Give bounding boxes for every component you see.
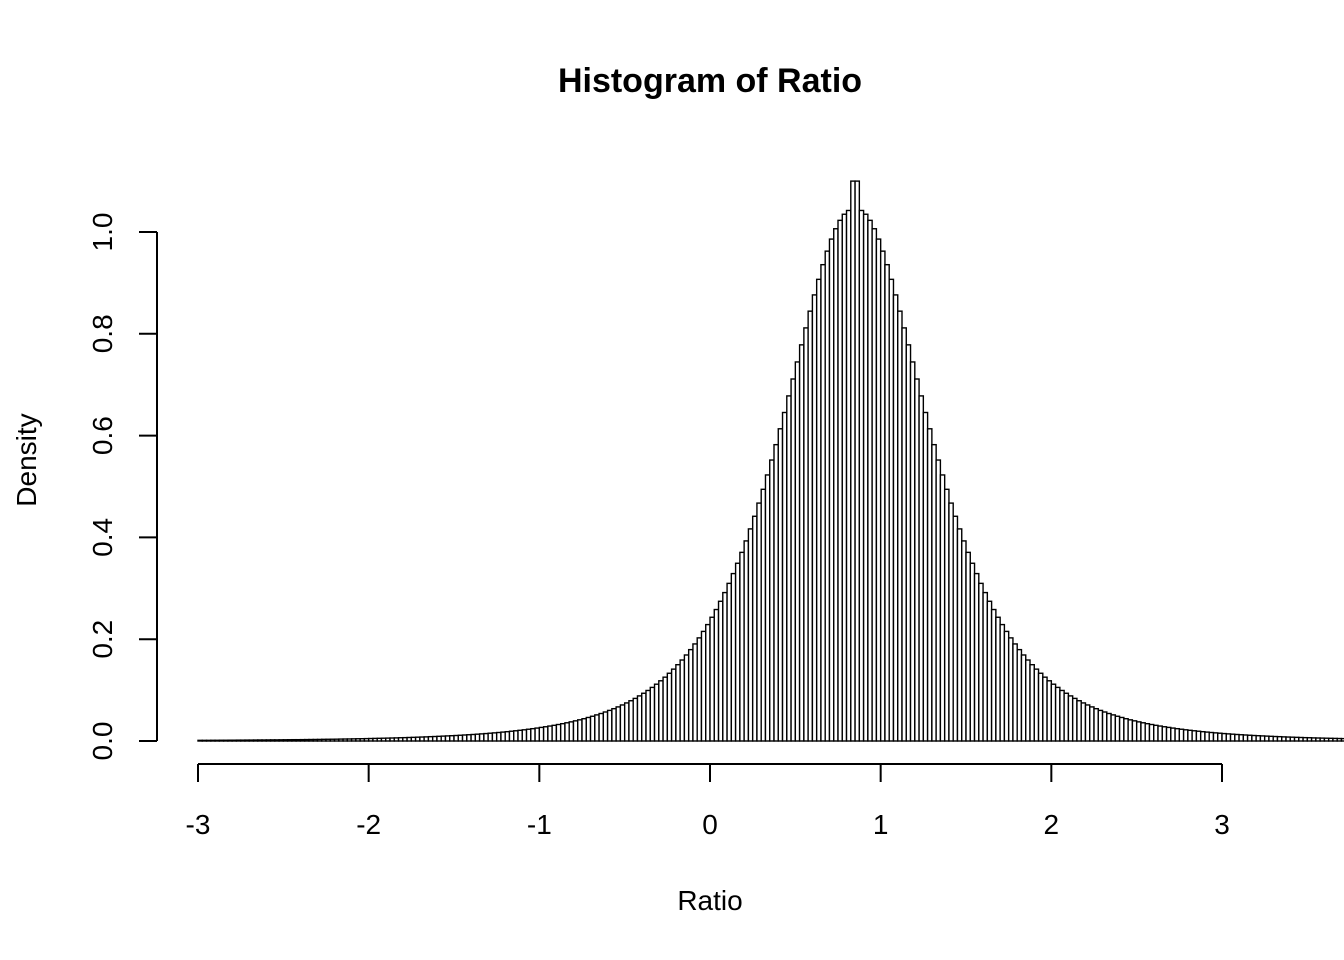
x-tick-label: -2 [356, 809, 381, 840]
y-tick-label: 0.2 [87, 620, 118, 659]
y-tick-label: 0.4 [87, 518, 118, 557]
x-tick-label: -1 [527, 809, 552, 840]
histogram-bars [197, 180, 1344, 742]
y-tick-label: 1.0 [87, 213, 118, 252]
x-tick-label: -3 [186, 809, 211, 840]
y-axis: 0.0 0.2 0.4 0.6 0.8 1.0 [87, 213, 158, 761]
x-tick-label: 2 [1044, 809, 1060, 840]
x-axis-label: Ratio [677, 885, 742, 916]
y-tick-label: 0.0 [87, 722, 118, 761]
x-tick-label: 3 [1214, 809, 1230, 840]
chart-title: Histogram of Ratio [558, 62, 862, 100]
y-tick-label: 0.8 [87, 314, 118, 353]
x-tick-label: 0 [702, 809, 718, 840]
x-axis: -3 -2 -1 0 1 2 3 [186, 763, 1230, 840]
y-axis-label: Density [11, 413, 42, 506]
y-tick-label: 0.6 [87, 416, 118, 455]
x-tick-label: 1 [873, 809, 889, 840]
